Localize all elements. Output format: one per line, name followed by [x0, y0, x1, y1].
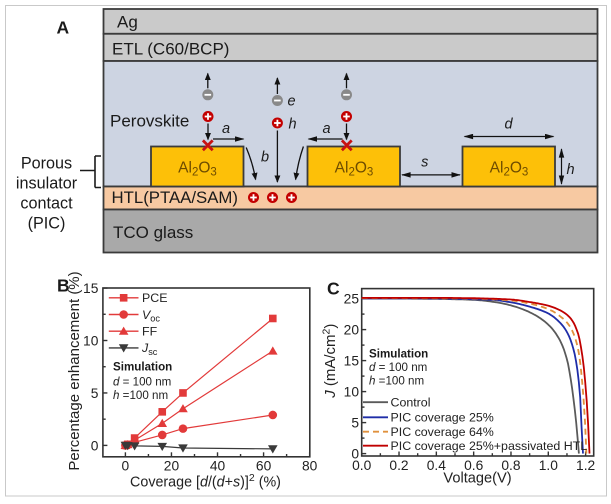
svg-text:20: 20	[164, 458, 180, 473]
svg-text:5: 5	[351, 416, 359, 431]
svg-text:0.4: 0.4	[427, 458, 447, 473]
svg-text:d = 100 nm: d = 100 nm	[369, 361, 427, 374]
svg-text:1.2: 1.2	[576, 458, 595, 473]
svg-text:0: 0	[122, 458, 130, 473]
svg-text:Simulation: Simulation	[369, 348, 428, 361]
svg-text:0.8: 0.8	[501, 458, 521, 473]
svg-text:J (mA/cm2): J (mA/cm2)	[321, 324, 340, 399]
svg-text:s: s	[421, 155, 428, 171]
svg-text:5: 5	[91, 386, 99, 401]
svg-text:PIC coverage 25%+passivated HT: PIC coverage 25%+passivated HTL	[391, 439, 588, 453]
svg-text:FF: FF	[142, 325, 158, 339]
svg-text:40: 40	[210, 458, 226, 473]
svg-text:Perovskite: Perovskite	[110, 111, 189, 130]
svg-text:contact: contact	[20, 195, 73, 213]
svg-text:a: a	[322, 121, 330, 137]
svg-text:HTL(PTAA/SAM): HTL(PTAA/SAM)	[112, 188, 239, 207]
svg-text:10: 10	[344, 385, 360, 400]
svg-text:h: h	[289, 117, 297, 133]
svg-text:0: 0	[351, 447, 359, 462]
svg-text:Ag: Ag	[117, 13, 138, 32]
svg-text:60: 60	[256, 458, 272, 473]
svg-text:10: 10	[83, 333, 99, 348]
svg-text:Al2O3: Al2O3	[335, 160, 374, 179]
svg-text:(PIC): (PIC)	[28, 215, 66, 233]
svg-text:0: 0	[91, 438, 99, 453]
svg-text:h =100 nm: h =100 nm	[113, 389, 168, 402]
svg-text:Al2O3: Al2O3	[178, 160, 217, 179]
svg-text:e: e	[288, 94, 296, 110]
svg-text:insulator: insulator	[16, 175, 78, 193]
svg-text:PCE: PCE	[142, 291, 167, 305]
svg-text:0.0: 0.0	[352, 458, 372, 473]
svg-text:15: 15	[83, 281, 99, 296]
svg-text:Porous: Porous	[21, 155, 72, 173]
svg-text:PIC coverage 64%: PIC coverage 64%	[391, 425, 494, 439]
svg-text:Voltage(V): Voltage(V)	[443, 470, 511, 486]
svg-text:0.6: 0.6	[464, 458, 484, 473]
svg-text:TCO glass: TCO glass	[113, 223, 193, 242]
svg-text:A: A	[57, 18, 70, 38]
svg-text:C: C	[327, 279, 340, 299]
svg-text:Al2O3: Al2O3	[490, 160, 529, 179]
svg-text:1.0: 1.0	[539, 458, 559, 473]
svg-text:Voc: Voc	[142, 308, 160, 324]
svg-text:h: h	[567, 162, 575, 178]
svg-text:B: B	[57, 276, 70, 296]
svg-text:80: 80	[302, 458, 318, 473]
svg-text:15: 15	[344, 354, 360, 369]
svg-text:d = 100 nm: d = 100 nm	[113, 375, 171, 388]
svg-text:h =100 nm: h =100 nm	[369, 374, 424, 387]
svg-text:25: 25	[344, 292, 360, 307]
svg-text:Coverage [d/(d+s)]2 (%): Coverage [d/(d+s)]2 (%)	[130, 472, 281, 491]
svg-text:Control: Control	[391, 396, 431, 410]
svg-text:b: b	[261, 150, 269, 166]
svg-text:Simulation: Simulation	[113, 361, 172, 374]
svg-text:Jsc: Jsc	[141, 341, 158, 357]
svg-text:d: d	[504, 117, 513, 133]
svg-text:20: 20	[344, 323, 360, 338]
svg-text:0.2: 0.2	[389, 458, 408, 473]
svg-text:PIC coverage 25%: PIC coverage 25%	[391, 411, 494, 425]
svg-text:Percentage enhancement (%): Percentage enhancement (%)	[66, 271, 83, 470]
svg-text:ETL (C60/BCP): ETL (C60/BCP)	[112, 40, 229, 59]
svg-text:a: a	[222, 121, 230, 137]
